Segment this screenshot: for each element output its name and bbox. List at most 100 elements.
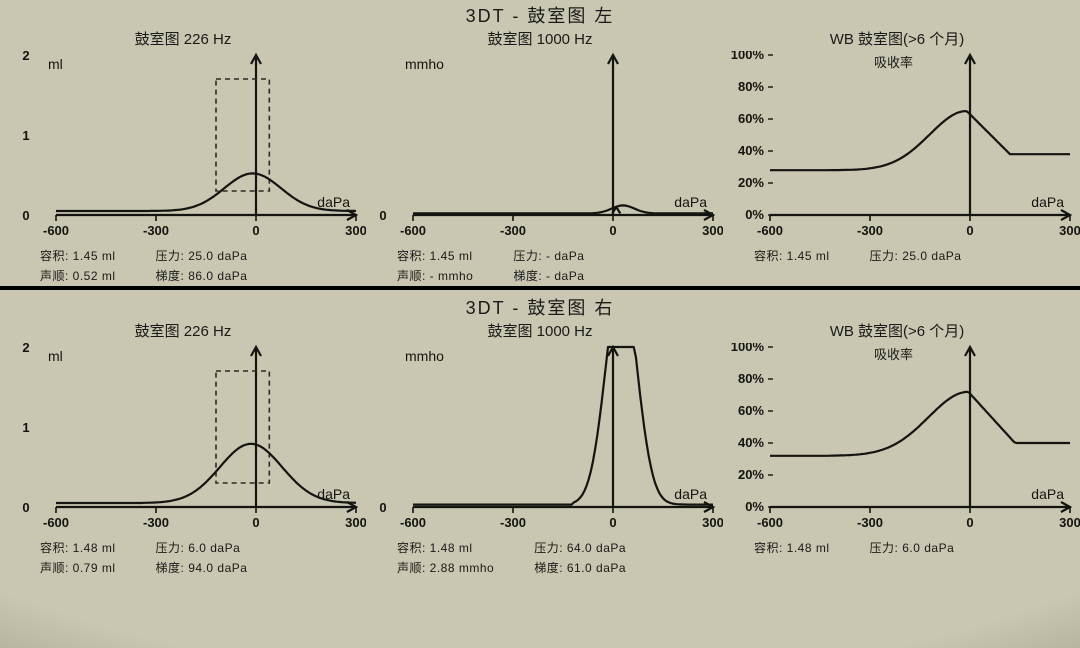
- svg-text:daPa: daPa: [1031, 486, 1064, 502]
- svg-text:-300: -300: [143, 515, 169, 530]
- svg-text:0: 0: [379, 208, 386, 223]
- panel-wb: WB 鼓室图(>6 个月)吸收率-600-3000300daPa0%20%40%…: [724, 28, 1070, 284]
- svg-text:80%: 80%: [738, 371, 764, 386]
- svg-text:60%: 60%: [738, 111, 764, 126]
- panels-row: 鼓室图 226 Hz-600-3000300daPa012ml容积: 1.45 …: [0, 28, 1080, 284]
- stat-right: 压力: 25.0 daPa: [870, 247, 962, 264]
- svg-text:0: 0: [22, 208, 29, 223]
- panel-title: 鼓室图 1000 Hz: [367, 320, 713, 341]
- svg-text:300: 300: [1059, 515, 1080, 530]
- chart-1000: -600-3000300daPa0mmho: [367, 343, 723, 535]
- stat-right: 压力: 6.0 daPa: [156, 539, 248, 556]
- svg-text:80%: 80%: [738, 79, 764, 94]
- svg-text:daPa: daPa: [317, 194, 350, 210]
- svg-text:-300: -300: [857, 223, 883, 238]
- svg-text:100%: 100%: [731, 51, 765, 62]
- svg-text:0: 0: [609, 223, 616, 238]
- stats-block: 容积: 1.45 ml 声顺: - mmho 压力: - daPa 梯度: - daP…: [367, 243, 713, 284]
- panel-226: 鼓室图 226 Hz-600-3000300daPa012ml容积: 1.45 …: [10, 28, 356, 284]
- svg-text:0%: 0%: [745, 499, 764, 514]
- svg-text:-600: -600: [757, 515, 783, 530]
- svg-text:daPa: daPa: [674, 194, 707, 210]
- svg-text:0: 0: [966, 223, 973, 238]
- stats-block: 容积: 1.45 ml 声顺: 0.52 ml 压力: 25.0 daPa 梯度: 8…: [10, 243, 356, 284]
- svg-text:ml: ml: [48, 348, 63, 364]
- svg-text:mmho: mmho: [405, 348, 444, 364]
- sub-label: 吸收率: [874, 344, 913, 363]
- svg-text:0: 0: [966, 515, 973, 530]
- svg-text:1: 1: [22, 420, 29, 435]
- section-title: 3DT - 鼓室图 右: [0, 292, 1080, 320]
- section-divider: [0, 286, 1080, 290]
- panel-1000: 鼓室图 1000 Hz-600-3000300daPa0mmho容积: 1.48…: [367, 320, 713, 576]
- svg-text:-600: -600: [400, 223, 426, 238]
- svg-text:0: 0: [252, 515, 259, 530]
- chart-226: -600-3000300daPa012ml: [10, 343, 366, 535]
- svg-text:300: 300: [702, 223, 723, 238]
- section-title: 3DT - 鼓室图 左: [0, 0, 1080, 28]
- svg-text:-600: -600: [757, 223, 783, 238]
- half-left-ear: 3DT - 鼓室图 左鼓室图 226 Hz-600-3000300daPa012…: [0, 0, 1080, 284]
- panel-title: WB 鼓室图(>6 个月): [724, 28, 1070, 49]
- svg-text:-600: -600: [400, 515, 426, 530]
- svg-text:100%: 100%: [731, 343, 765, 354]
- svg-text:2: 2: [22, 343, 29, 355]
- chart-wb: -600-3000300daPa0%20%40%60%80%100%: [724, 51, 1080, 243]
- panel-title: 鼓室图 226 Hz: [10, 320, 356, 341]
- svg-text:daPa: daPa: [1031, 194, 1064, 210]
- svg-text:0%: 0%: [745, 207, 764, 222]
- stat-left: 容积: 1.48 ml: [754, 539, 830, 556]
- panel-1000: 鼓室图 1000 Hz-600-3000300daPa0mmho容积: 1.45…: [367, 28, 713, 284]
- svg-text:mmho: mmho: [405, 56, 444, 72]
- chart-1000: -600 -300 0 300 daPa 0 mmho: [367, 51, 723, 243]
- stat-right: 梯度: 86.0 daPa: [156, 267, 248, 284]
- panel-226: 鼓室图 226 Hz-600-3000300daPa012ml容积: 1.48 …: [10, 320, 356, 576]
- stat-left: 容积: 1.45 ml: [397, 247, 473, 264]
- panel-title: 鼓室图 1000 Hz: [367, 28, 713, 49]
- svg-text:0: 0: [22, 500, 29, 515]
- svg-text:300: 300: [1059, 223, 1080, 238]
- svg-text:-300: -300: [857, 515, 883, 530]
- svg-text:60%: 60%: [738, 403, 764, 418]
- svg-text:-300: -300: [143, 223, 169, 238]
- svg-text:-300: -300: [500, 223, 526, 238]
- svg-text:-600: -600: [43, 223, 69, 238]
- stat-left: 容积: 1.48 ml: [40, 539, 116, 556]
- svg-text:ml: ml: [48, 56, 63, 72]
- stats-block: 容积: 1.48 ml声顺: 2.88 mmho压力: 64.0 daPa梯度:…: [367, 535, 713, 576]
- svg-text:300: 300: [345, 223, 366, 238]
- stat-right: 梯度: 94.0 daPa: [156, 559, 248, 576]
- panels-row: 鼓室图 226 Hz -600 -300 0 300 daPa 0 1 2 ml 容积: 1.48 …: [0, 320, 1080, 576]
- svg-text:0: 0: [609, 515, 616, 530]
- stat-right: 压力: - daPa: [513, 247, 584, 264]
- sub-label: 吸收率: [874, 52, 913, 71]
- svg-text:2: 2: [22, 51, 29, 63]
- stats-block: 容积: 1.48 ml 压力: 6.0 daPa: [724, 535, 1070, 556]
- stat-left: 声顺: 2.88 mmho: [397, 559, 494, 576]
- svg-text:300: 300: [345, 515, 366, 530]
- stat-left: 容积: 1.45 ml: [40, 247, 116, 264]
- stat-left: 容积: 1.45 ml: [754, 247, 830, 264]
- svg-text:0: 0: [252, 223, 259, 238]
- stat-right: 压力: 6.0 daPa: [870, 539, 955, 556]
- svg-text:-600: -600: [43, 515, 69, 530]
- chart-wb: -600 -300 0 300 daPa 0% 20% 40% 60% 80% 100%: [724, 343, 1080, 535]
- stat-right: 压力: 64.0 daPa: [534, 539, 626, 556]
- half-right-ear: 3DT - 鼓室图 右鼓室图 226 Hz -600 -300 0 300 daPa 0 1 2…: [0, 292, 1080, 576]
- stat-left: 声顺: - mmho: [397, 267, 473, 284]
- stat-right: 梯度: - daPa: [513, 267, 584, 284]
- stat-right: 梯度: 61.0 daPa: [534, 559, 626, 576]
- svg-text:20%: 20%: [738, 467, 764, 482]
- svg-text:1: 1: [22, 128, 29, 143]
- chart-226: -600 -300 0 300 daPa 0 1 2 ml: [10, 51, 366, 243]
- panel-wb: WB 鼓室图(>6 个月)吸收率-600-3000300daPa0%20%40%…: [724, 320, 1070, 576]
- svg-text:daPa: daPa: [674, 486, 707, 502]
- stat-left: 声顺: 0.79 ml: [40, 559, 116, 576]
- stat-right: 压力: 25.0 daPa: [156, 247, 248, 264]
- svg-text:300: 300: [702, 515, 723, 530]
- svg-text:40%: 40%: [738, 435, 764, 450]
- panel-title: WB 鼓室图(>6 个月): [724, 320, 1070, 341]
- stat-left: 声顺: 0.52 ml: [40, 267, 116, 284]
- svg-text:40%: 40%: [738, 143, 764, 158]
- stats-block: 容积: 1.45 ml 压力: 25.0 daPa: [724, 243, 1070, 264]
